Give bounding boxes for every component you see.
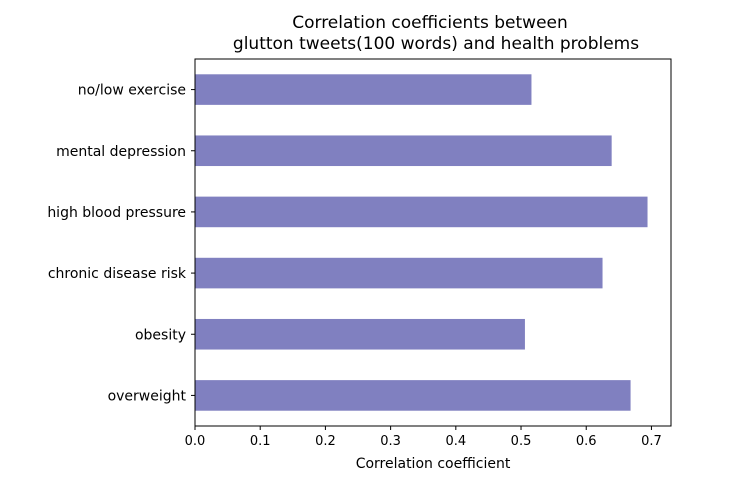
bar-mental-depression xyxy=(195,135,612,167)
y-tick-label-mental-depression: mental depression xyxy=(56,144,186,160)
y-tick-label-obesity: obesity xyxy=(135,327,186,343)
chart-subtitle: glutton tweets(100 words) and health pro… xyxy=(233,34,639,54)
bar-no-low-exercise xyxy=(195,74,532,105)
bar-high-blood-pressure xyxy=(195,196,648,228)
y-tick-label-no-low-exercise: no/low exercise xyxy=(78,83,186,99)
x-tick-label: 0.5 xyxy=(511,434,532,449)
bar-overweight xyxy=(195,380,631,411)
plot-frame xyxy=(194,58,672,427)
y-axis-ticks: overweight obesity chronic disease risk hig… xyxy=(47,83,195,404)
x-tick-label: 0.2 xyxy=(315,434,336,449)
y-tick-label-chronic-disease-risk: chronic disease risk xyxy=(48,266,187,282)
x-tick-label: 0.3 xyxy=(380,434,401,449)
x-tick-label: 0.4 xyxy=(445,434,466,449)
x-axis-label: Correlation coefficient xyxy=(356,456,511,472)
x-tick-label: 0.7 xyxy=(641,434,662,449)
x-tick-label: 0.1 xyxy=(250,434,271,449)
y-tick-label-overweight: overweight xyxy=(108,388,187,404)
x-tick-label: 0.0 xyxy=(185,434,206,449)
x-tick-label: 0.6 xyxy=(576,434,597,449)
bars-group xyxy=(195,74,648,411)
bar-obesity xyxy=(195,318,525,350)
y-tick-label-high-blood-pressure: high blood pressure xyxy=(47,205,186,221)
bar-chronic-disease-risk xyxy=(195,257,603,289)
chart-title: Correlation coefficients between xyxy=(292,13,568,33)
x-axis-ticks: 0.0 0.1 0.2 0.3 0.4 0.5 0.6 0.7 xyxy=(185,426,662,449)
